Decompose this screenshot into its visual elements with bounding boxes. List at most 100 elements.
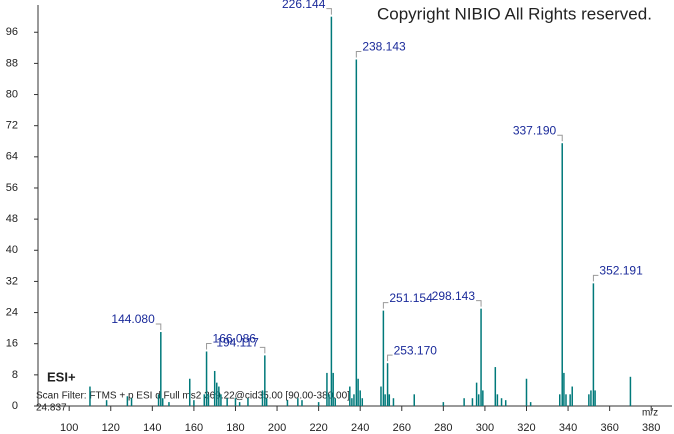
peak bbox=[261, 390, 264, 406]
label-connector bbox=[206, 342, 212, 350]
peak bbox=[330, 16, 333, 406]
y-tick-label: 48 bbox=[6, 213, 18, 225]
peak bbox=[442, 402, 445, 406]
peak bbox=[588, 394, 590, 406]
peak bbox=[392, 398, 395, 406]
peak bbox=[386, 363, 389, 406]
peak bbox=[328, 394, 330, 406]
peak bbox=[234, 398, 237, 406]
peak bbox=[226, 398, 228, 406]
peak bbox=[569, 394, 571, 406]
x-tick-label: 280 bbox=[434, 422, 452, 434]
y-tick-label: 0 bbox=[12, 400, 18, 412]
peak bbox=[357, 378, 359, 406]
peak bbox=[238, 402, 241, 406]
x-tick-label: 260 bbox=[393, 422, 411, 434]
peak bbox=[561, 143, 563, 406]
peak bbox=[525, 378, 528, 406]
peak bbox=[207, 394, 210, 406]
peak bbox=[480, 308, 482, 406]
x-tick-label: 340 bbox=[559, 422, 577, 434]
x-tick-label: 380 bbox=[642, 422, 660, 434]
peak bbox=[590, 390, 592, 406]
peak bbox=[203, 394, 206, 406]
peak bbox=[592, 283, 595, 406]
peak bbox=[130, 398, 133, 406]
x-tick-label: 120 bbox=[102, 422, 120, 434]
y-tick-label: 40 bbox=[6, 244, 18, 256]
peak bbox=[317, 402, 320, 406]
peak-label: 238.143 bbox=[362, 40, 406, 54]
peak bbox=[413, 394, 415, 406]
peak bbox=[565, 394, 567, 406]
peak-label: 251.154 bbox=[389, 291, 433, 305]
peak bbox=[471, 398, 474, 406]
peak bbox=[264, 355, 266, 406]
peak bbox=[463, 398, 465, 406]
label-connector bbox=[387, 354, 393, 362]
peak bbox=[193, 400, 195, 406]
peak-label: 226.144 bbox=[282, 0, 326, 11]
peak bbox=[188, 378, 191, 406]
peak bbox=[247, 398, 249, 406]
peak bbox=[529, 402, 532, 406]
peak bbox=[477, 394, 480, 406]
label-connector bbox=[382, 302, 389, 309]
peak bbox=[220, 394, 222, 406]
peak-label: 194.117 bbox=[216, 336, 259, 350]
peak bbox=[559, 394, 561, 406]
x-tick-label: 360 bbox=[600, 422, 618, 434]
peak bbox=[286, 400, 289, 406]
label-connector bbox=[355, 51, 362, 58]
peak bbox=[216, 382, 218, 406]
y-tick-label: 96 bbox=[6, 26, 18, 38]
y-tick-label: 56 bbox=[6, 182, 18, 194]
peak bbox=[332, 372, 334, 406]
peak bbox=[380, 386, 382, 406]
y-tick-label: 64 bbox=[6, 151, 18, 163]
peak bbox=[504, 400, 507, 406]
peak bbox=[334, 398, 337, 406]
label-connector bbox=[259, 346, 266, 354]
peak bbox=[361, 398, 364, 406]
x-axis-label: m/z bbox=[642, 408, 658, 419]
label-connector bbox=[557, 134, 563, 142]
peak bbox=[594, 390, 596, 406]
y-tick-label: 16 bbox=[6, 338, 18, 350]
peak bbox=[218, 386, 220, 406]
peak bbox=[105, 400, 108, 406]
peak bbox=[629, 376, 632, 406]
x-tick-label: 180 bbox=[226, 422, 244, 434]
scan-filter: Scan Filter: FTMS + p ESI d Full ms2 369… bbox=[36, 391, 350, 402]
peak bbox=[126, 396, 129, 406]
peak bbox=[475, 382, 478, 406]
retention-time: 24.837 bbox=[36, 403, 67, 414]
peak bbox=[301, 400, 303, 406]
x-tick-label: 140 bbox=[143, 422, 161, 434]
peak bbox=[494, 367, 497, 406]
label-connector bbox=[155, 323, 162, 331]
y-tick-label: 88 bbox=[6, 57, 18, 69]
y-tick-label: 80 bbox=[6, 88, 18, 100]
y-tick-label: 72 bbox=[6, 120, 18, 132]
peak bbox=[353, 394, 355, 406]
x-tick-label: 220 bbox=[309, 422, 327, 434]
peak bbox=[571, 386, 573, 406]
chart-title: Copyright NIBIO All Rights reserved. bbox=[377, 4, 652, 23]
x-tick-label: 300 bbox=[476, 422, 494, 434]
peak bbox=[161, 398, 164, 406]
peak bbox=[355, 59, 358, 407]
peak bbox=[297, 398, 299, 406]
y-tick-label: 32 bbox=[6, 275, 18, 287]
x-tick-label: 320 bbox=[517, 422, 535, 434]
peak bbox=[89, 386, 91, 406]
peak-label: 352.191 bbox=[599, 264, 643, 278]
x-tick-label: 240 bbox=[351, 422, 369, 434]
label-connector bbox=[592, 274, 599, 282]
label-connector bbox=[326, 8, 332, 15]
peak bbox=[496, 394, 499, 406]
label-connector bbox=[476, 300, 482, 307]
peak bbox=[500, 398, 503, 406]
peak bbox=[265, 398, 268, 406]
